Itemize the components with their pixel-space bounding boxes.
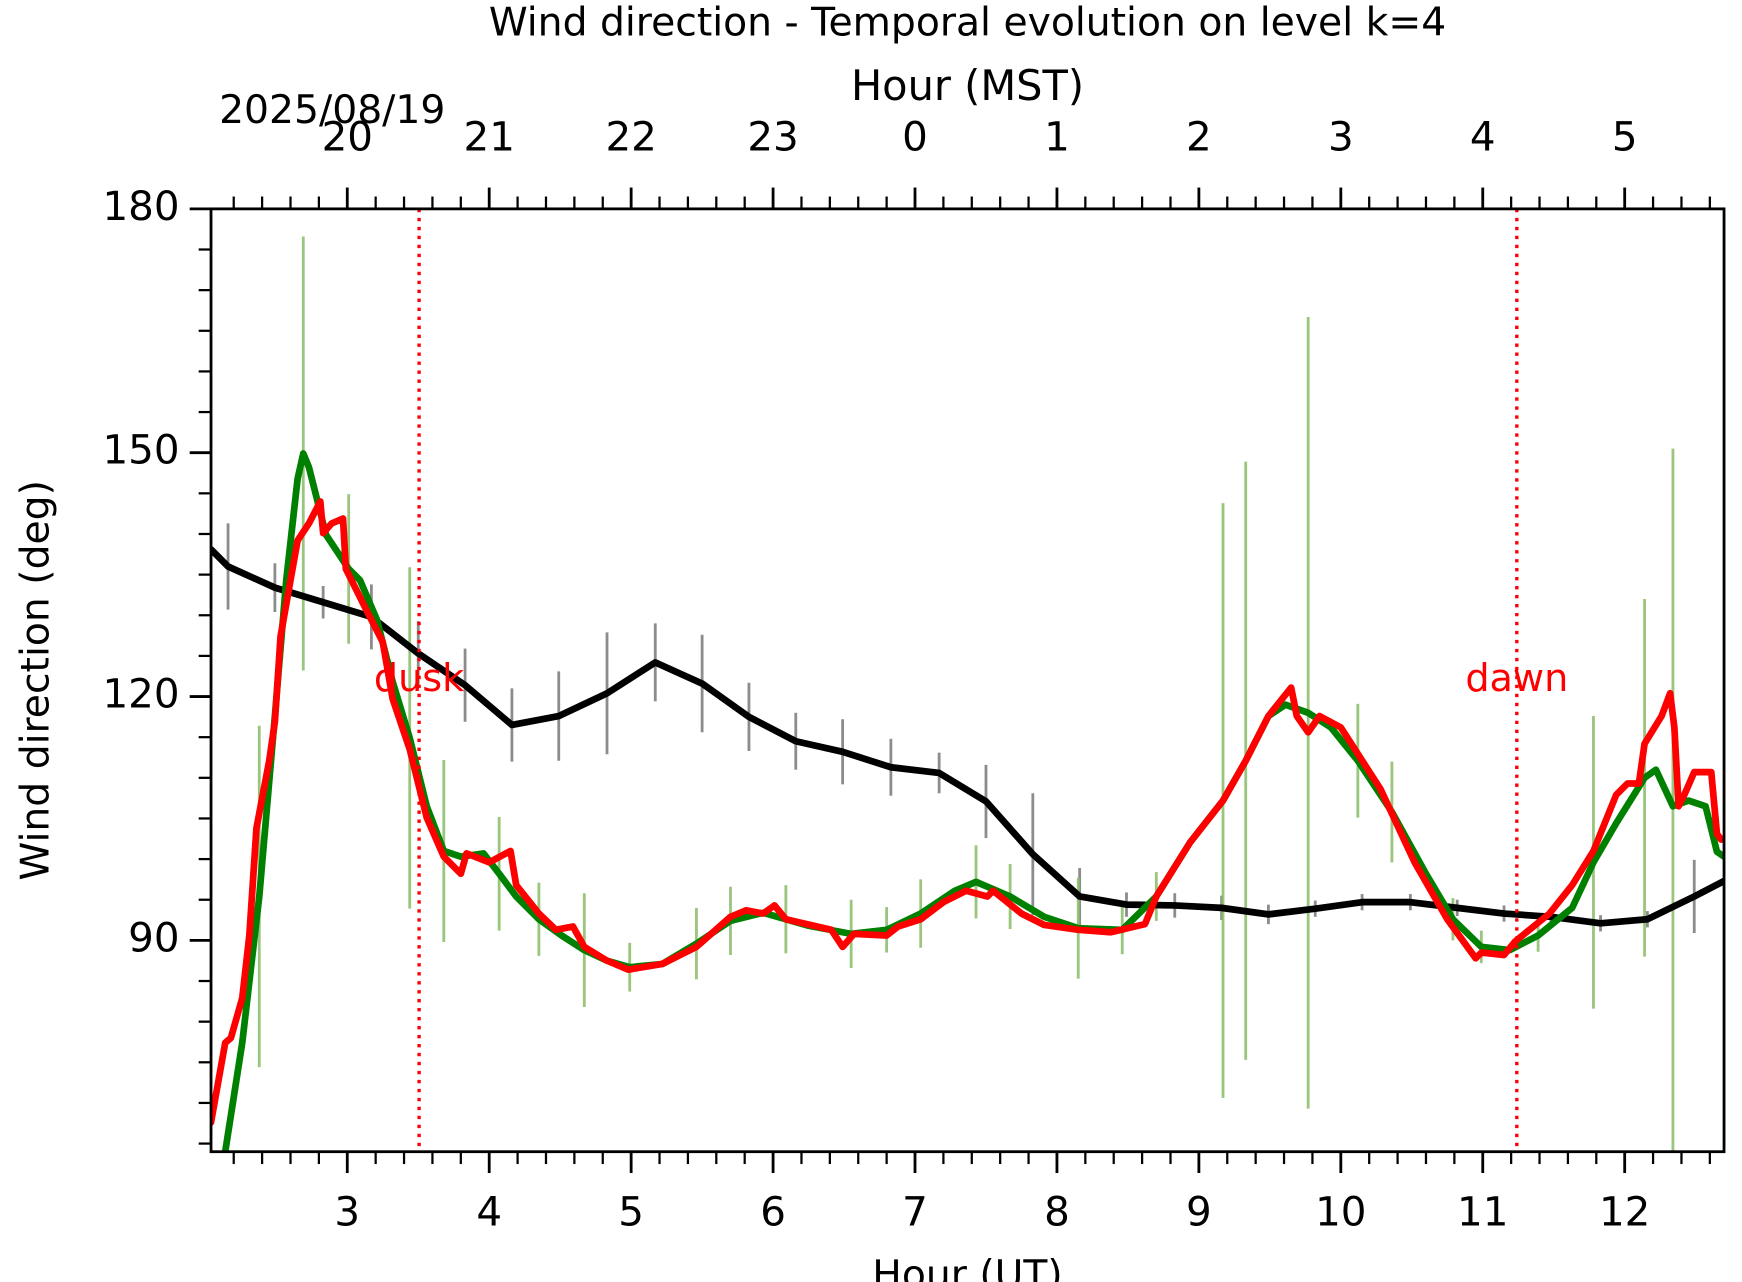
x2-tick-label: 23: [747, 112, 798, 160]
x-tick-label: 4: [476, 1188, 502, 1236]
event-label: dusk: [374, 656, 464, 700]
series-line: [211, 546, 1725, 927]
x2-axis-label: Hour (MST): [851, 61, 1084, 110]
x2-tick-label: 5: [1612, 112, 1638, 160]
y-tick-label: 150: [102, 426, 179, 474]
x2-tick-label: 21: [464, 112, 515, 160]
series-line: [221, 450, 1725, 1152]
y-tick-label: 90: [128, 913, 179, 961]
x2-tick-label: 3: [1328, 112, 1354, 160]
y-tick-label: 180: [102, 182, 179, 230]
x-tick-label: 6: [760, 1188, 786, 1236]
series-line: [211, 498, 1725, 1126]
x-tick-label: 7: [902, 1188, 928, 1236]
x-tick-label: 12: [1599, 1188, 1650, 1236]
event-label: dawn: [1465, 656, 1568, 700]
x2-tick-label: 4: [1470, 112, 1496, 160]
x-tick-label: 3: [334, 1188, 360, 1236]
x2-tick-label: 0: [902, 112, 928, 160]
x2-tick-label: 22: [605, 112, 656, 160]
x-tick-label: 9: [1186, 1188, 1212, 1236]
y-axis-label: Wind direction (deg): [14, 480, 59, 880]
plot-area: [211, 208, 1725, 1152]
x-tick-label: 5: [618, 1188, 644, 1236]
x2-tick-label: 1: [1044, 112, 1070, 160]
x2-tick-label: 2: [1186, 112, 1212, 160]
date-label: 2025/08/19: [219, 88, 445, 133]
x-tick-label: 8: [1044, 1188, 1070, 1236]
x2-tick-label: 20: [322, 112, 373, 160]
x-axis-label: Hour (UT): [872, 1253, 1062, 1282]
x-tick-label: 11: [1457, 1188, 1508, 1236]
y-tick-label: 120: [102, 670, 179, 718]
x-tick-label: 10: [1315, 1188, 1366, 1236]
chart-title: Wind direction - Temporal evolution on l…: [489, 0, 1446, 45]
plot-frame: [209, 207, 1726, 1154]
